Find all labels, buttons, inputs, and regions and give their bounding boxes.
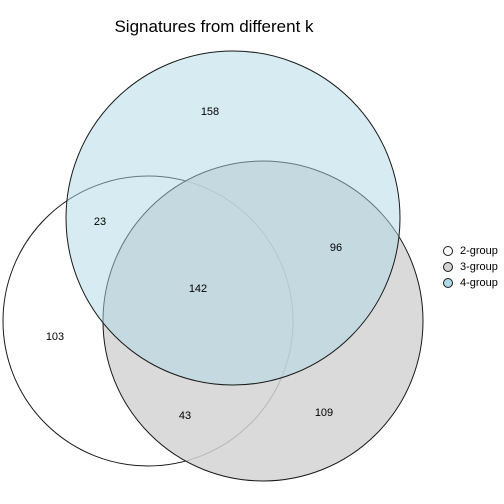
legend-marker-4-group bbox=[443, 278, 453, 288]
legend-label-4-group: 4-group bbox=[460, 277, 498, 289]
region-count-2-group-3-group: 43 bbox=[179, 410, 191, 422]
region-count-3-group-4-group: 96 bbox=[330, 242, 342, 254]
legend-label-3-group: 3-group bbox=[460, 261, 498, 273]
region-count-3-group: 109 bbox=[315, 407, 333, 419]
legend-marker-2-group bbox=[443, 246, 453, 256]
set-circles bbox=[2, 50, 424, 482]
legend: 2-group 3-group 4-group bbox=[443, 245, 498, 289]
legend-label-2-group: 2-group bbox=[460, 245, 498, 257]
region-count-4-group: 158 bbox=[201, 106, 219, 118]
region-count-2-group: 103 bbox=[46, 331, 64, 343]
chart-title: Signatures from different k bbox=[114, 17, 314, 36]
legend-marker-3-group bbox=[443, 262, 453, 272]
region-count-2-group-4-group: 23 bbox=[94, 216, 106, 228]
circle-4-group bbox=[65, 50, 401, 386]
region-counts: 158 23 96 142 103 43 109 bbox=[46, 106, 342, 422]
region-count-2-group-3-group-4-group: 142 bbox=[189, 283, 207, 295]
